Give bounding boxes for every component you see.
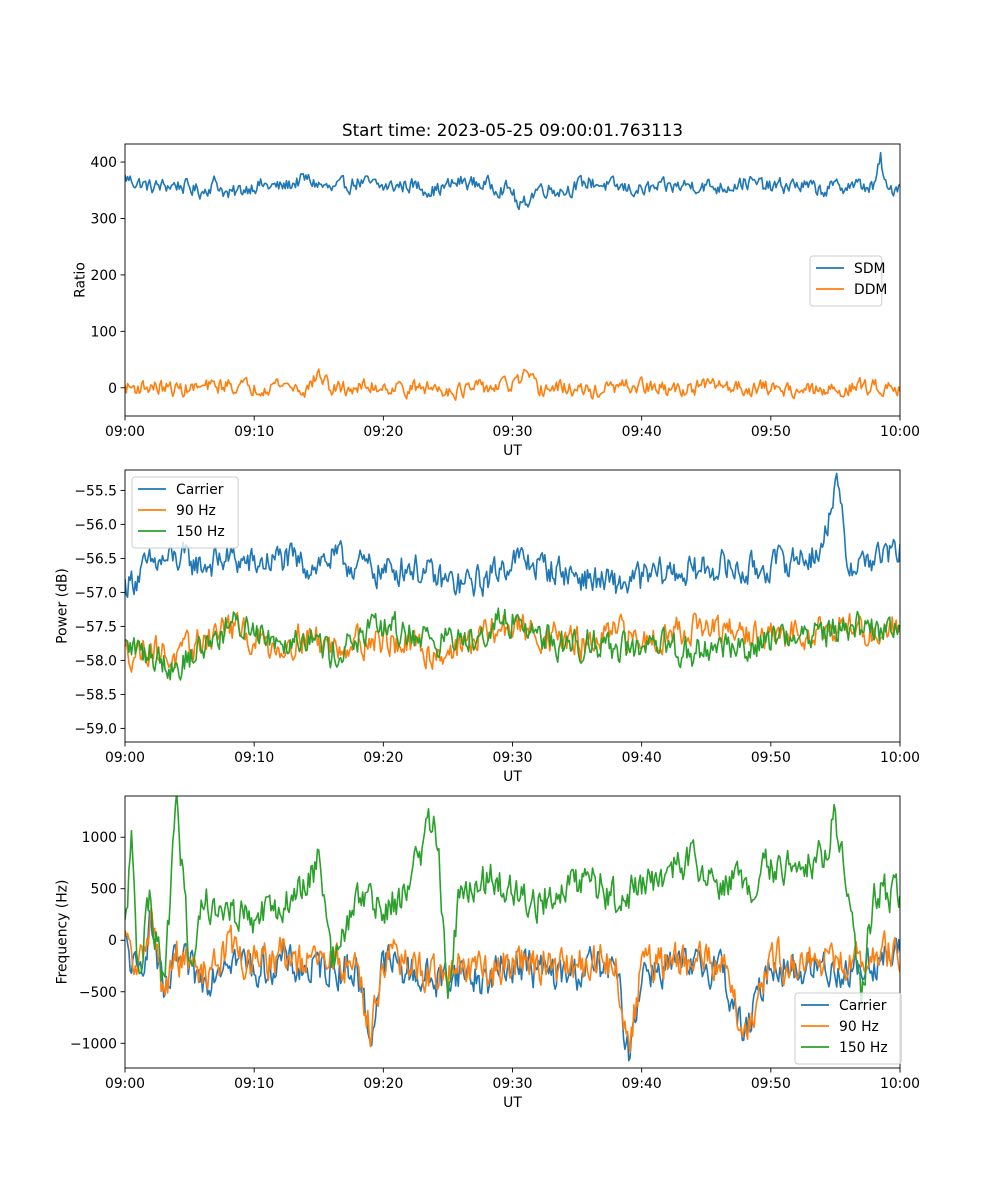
frequency-panel: 09:00 09:10 09:20 09:30 09:40 09:50 10:00 −1000…: [55, 795, 920, 1111]
figure-title: Start time: 2023-05-25 09:00:01.763113: [342, 120, 683, 140]
ratio-panel: 09:00 09:10 09:20 09:30 09:40 09:50 10:00 0 100 2…: [72, 143, 920, 459]
ratio-axes-frame: [124, 143, 901, 417]
power-ytick-label: −57.5: [74, 619, 117, 635]
ratio-xtick-label: 09:30: [492, 424, 532, 440]
power-xtick-label: 09:40: [622, 750, 662, 766]
ratio-legend-label-ddm: DDM: [854, 282, 887, 298]
frequency-xtick-label: 09:30: [492, 1076, 532, 1092]
power-ytick-label: −56.5: [74, 551, 117, 567]
ratio-x-axis-label: UT: [503, 443, 522, 459]
frequency-axes-frame: [124, 795, 901, 1069]
ratio-y-axis-label: Ratio: [72, 262, 88, 298]
power-ytick-label: −56.0: [74, 517, 117, 533]
frequency-x-axis-label: UT: [503, 1095, 522, 1111]
power-plot-area: [125, 472, 900, 681]
ratio-ytick-label: 400: [90, 155, 117, 171]
power-legend-label-90-hz: 90 Hz: [176, 503, 216, 519]
power-xtick-label: 09:30: [492, 750, 532, 766]
ratio-ytick-label: 200: [90, 268, 117, 284]
power-x-axis-label: UT: [503, 769, 522, 785]
frequency-ytick-label: 0: [108, 933, 117, 949]
power-xtick-label: 09:20: [363, 750, 403, 766]
power-series-carrier: [125, 472, 900, 598]
power-y-axis-label: Power (dB): [55, 568, 71, 644]
power-ytick-label: −59.0: [74, 721, 117, 737]
frequency-xtick-label: 10:00: [880, 1076, 920, 1092]
ratio-ytick-label: 0: [108, 381, 117, 397]
frequency-xtick-label: 09:50: [751, 1076, 791, 1092]
frequency-ytick-label: −500: [79, 985, 117, 1001]
power-panel: 09:00 09:10 09:20 09:30 09:40 09:50 10:00 −59.0…: [55, 469, 920, 785]
frequency-ytick-label: −1000: [70, 1036, 117, 1052]
power-legend-label-150-hz: 150 Hz: [176, 524, 225, 540]
power-axes-frame: [124, 469, 901, 743]
power-xtick-label: 09:00: [105, 750, 145, 766]
ratio-legend-label-sdm: SDM: [854, 261, 886, 277]
ratio-xtick-label: 09:10: [234, 424, 274, 440]
ratio-series-ddm: [125, 368, 900, 401]
ratio-ytick-label: 300: [90, 211, 117, 227]
power-ytick-label: −57.0: [74, 585, 117, 601]
power-legend-label-carrier: Carrier: [176, 482, 224, 498]
ratio-xtick-label: 09:50: [751, 424, 791, 440]
frequency-series-150-hz: [125, 796, 900, 1007]
ratio-xtick-label: 10:00: [880, 424, 920, 440]
ratio-plot-area: [125, 151, 900, 401]
power-ytick-label: −58.0: [74, 653, 117, 669]
frequency-ytick-label: 1000: [82, 830, 117, 846]
power-xtick-label: 10:00: [880, 750, 920, 766]
frequency-plot-area: [125, 796, 900, 1062]
power-legend: Carrier 90 Hz 150 Hz: [131, 476, 239, 549]
ratio-xtick-label: 09:20: [363, 424, 403, 440]
ratio-xtick-label: 09:00: [105, 424, 145, 440]
frequency-legend-label-150-hz: 150 Hz: [839, 1040, 888, 1056]
ratio-xtick-label: 09:40: [622, 424, 662, 440]
frequency-legend: Carrier 90 Hz 150 Hz: [794, 992, 902, 1065]
power-ytick-label: −58.5: [74, 687, 117, 703]
frequency-xtick-label: 09:40: [622, 1076, 662, 1092]
power-xtick-label: 09:50: [751, 750, 791, 766]
power-xtick-label: 09:10: [234, 750, 274, 766]
frequency-legend-label-carrier: Carrier: [839, 998, 887, 1014]
power-ytick-label: −55.5: [74, 483, 117, 499]
frequency-series-carrier: [125, 910, 900, 1062]
frequency-y-axis-label: Frequency (Hz): [55, 880, 71, 985]
frequency-series-90-hz: [125, 907, 900, 1054]
frequency-xtick-label: 09:00: [105, 1076, 145, 1092]
frequency-xtick-label: 09:10: [234, 1076, 274, 1092]
frequency-legend-label-90-hz: 90 Hz: [839, 1019, 879, 1035]
power-series-150-hz: [125, 607, 900, 681]
ratio-ytick-label: 100: [90, 324, 117, 340]
ratio-series-sdm: [125, 151, 900, 211]
frequency-xtick-label: 09:20: [363, 1076, 403, 1092]
ratio-legend: SDM DDM: [809, 255, 887, 307]
frequency-ytick-label: 500: [90, 882, 117, 898]
power-series-90-hz: [125, 611, 900, 673]
